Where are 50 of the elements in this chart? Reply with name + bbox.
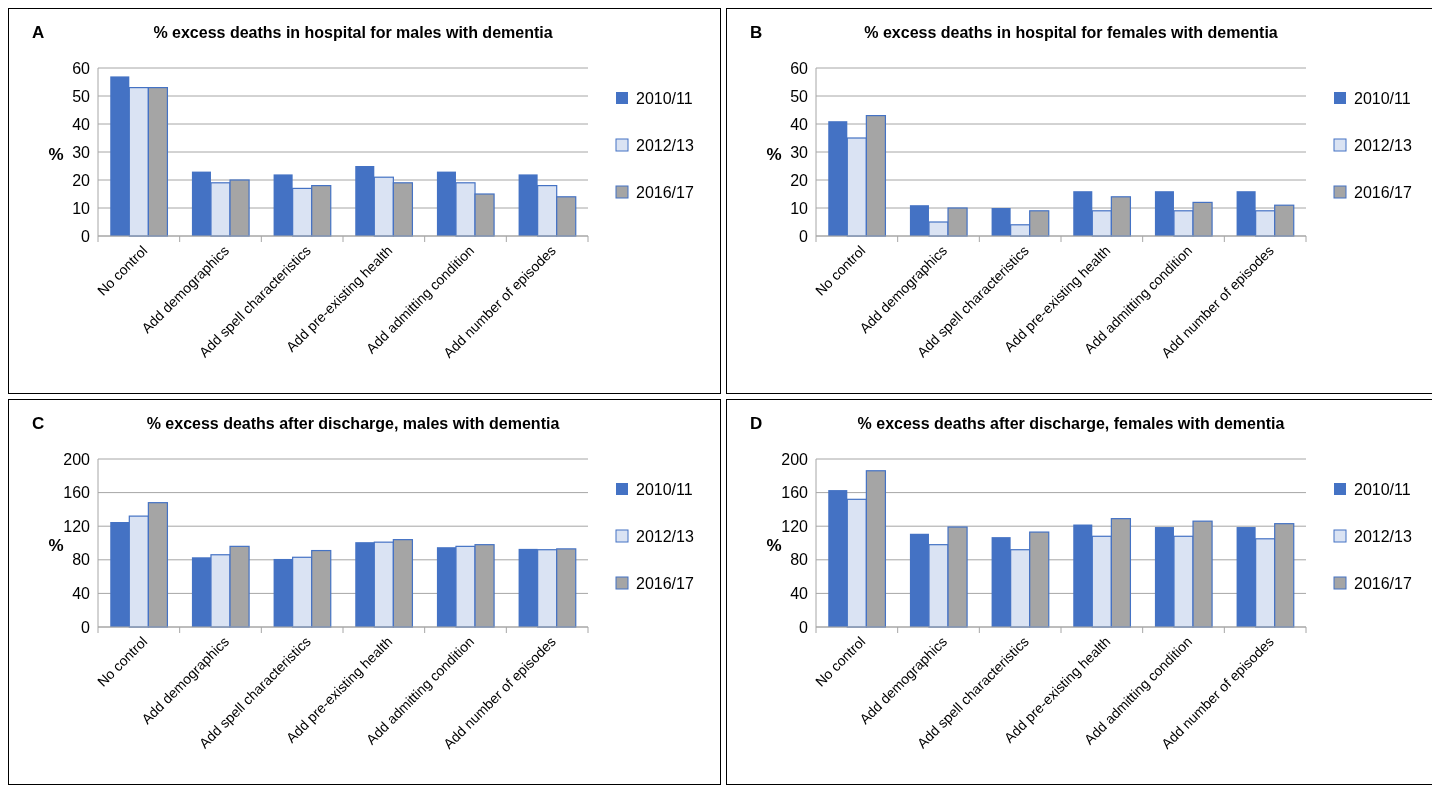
y-tick-label: 0 (799, 618, 809, 636)
y-tick-label: 40 (72, 115, 91, 133)
text: B (750, 23, 763, 42)
legend-label: 2012/13 (1354, 527, 1412, 545)
text: D (750, 414, 763, 433)
y-tick-label: 10 (790, 199, 809, 217)
y-tick-label: 50 (790, 87, 809, 105)
legend-label: 2010/11 (1354, 89, 1411, 107)
legend-label: 2016/17 (1354, 183, 1412, 201)
y-tick-label: 160 (781, 484, 809, 502)
y-tick-label: 0 (799, 227, 809, 245)
y-tick-label: 160 (63, 484, 91, 502)
y-tick-label: 50 (72, 87, 91, 105)
y-tick-label: 200 (781, 450, 809, 468)
y-tick-label: 120 (63, 517, 91, 535)
text: C (32, 414, 45, 433)
legend-label: 2016/17 (636, 183, 694, 201)
y-axis-title: % (766, 145, 782, 164)
legend-label: 2016/17 (636, 574, 694, 592)
chart-title: % excess deaths in hospital for males with dementia (153, 24, 553, 41)
y-axis-title: % (48, 145, 64, 164)
chart-title: % excess deaths in hospital for females with dementia (864, 24, 1278, 41)
legend-label: 2010/11 (636, 480, 693, 498)
text: A (32, 23, 45, 42)
y-tick-label: 120 (781, 517, 809, 535)
chart-title: % excess deaths after discharge, females with dementia (857, 415, 1285, 432)
legend-label: 2012/13 (636, 527, 694, 545)
y-tick-label: 40 (72, 585, 91, 602)
y-tick-label: 80 (790, 551, 809, 569)
y-tick-label: 20 (72, 171, 91, 189)
y-tick-label: 200 (63, 450, 91, 468)
y-tick-label: 40 (790, 115, 809, 133)
y-tick-label: 20 (790, 171, 809, 189)
y-tick-label: 30 (72, 143, 91, 161)
legend-label: 2012/13 (636, 136, 694, 154)
y-tick-label: 60 (72, 59, 91, 77)
y-tick-label: 0 (81, 618, 91, 636)
y-tick-label: 40 (790, 585, 809, 602)
y-tick-label: 60 (790, 59, 809, 77)
legend-label: 2012/13 (1354, 136, 1412, 154)
legend-label: 2016/17 (1354, 574, 1412, 592)
y-tick-label: 0 (81, 227, 91, 245)
y-tick-label: 30 (790, 143, 809, 161)
chart-title: % excess deaths after discharge, males with dementia (146, 415, 560, 432)
legend-label: 2010/11 (636, 89, 693, 107)
y-axis-title: % (48, 536, 64, 555)
legend-label: 2010/11 (1354, 480, 1411, 498)
y-tick-label: 80 (72, 551, 91, 569)
y-axis-title: % (766, 536, 782, 555)
y-tick-label: 10 (72, 199, 91, 217)
